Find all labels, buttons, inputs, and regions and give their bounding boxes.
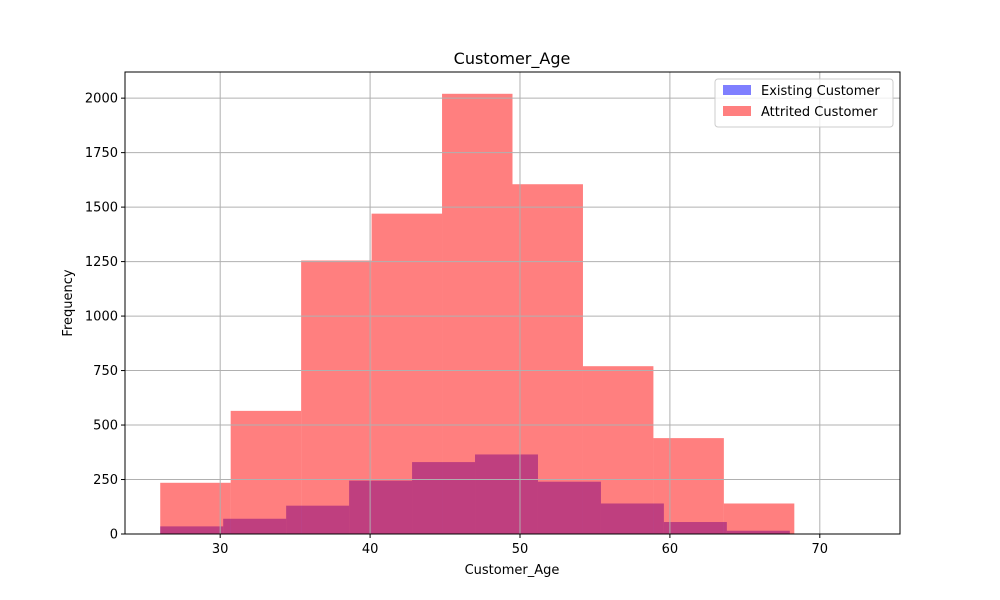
- ticks-layer: 30 40 50 60 70 0 250 500 750 1000 1250 1500 1750 2000: [85, 92, 828, 557]
- histogram-bar: [512, 184, 583, 534]
- histogram-bar: [160, 482, 231, 534]
- legend-label-attrited: Attrited Customer: [761, 105, 878, 120]
- x-tick-label: 30: [212, 542, 229, 557]
- x-tick-label: 50: [512, 542, 529, 557]
- histogram-bar: [582, 366, 654, 534]
- legend-swatch-attrited: [723, 106, 751, 116]
- histogram-bar: [371, 213, 443, 534]
- y-tick-label: 750: [93, 364, 118, 379]
- y-tick-label: 1000: [85, 310, 118, 325]
- histogram-bar: [442, 93, 513, 534]
- y-axis-label: Frequency: [61, 269, 76, 336]
- legend-box: [714, 78, 894, 128]
- x-tick-label: 40: [362, 542, 379, 557]
- series-attrited: [160, 93, 795, 534]
- y-tick-label: 500: [93, 419, 118, 434]
- y-tick-label: 0: [110, 528, 118, 543]
- x-axis-label: Customer_Age: [465, 563, 560, 578]
- histogram-bar: [723, 503, 795, 534]
- histogram-bar: [301, 260, 372, 534]
- y-tick-label: 2000: [85, 92, 118, 107]
- legend: Existing Customer Attrited Customer: [714, 78, 894, 128]
- plot-frame: [124, 71, 901, 535]
- y-tick-label: 1750: [85, 146, 118, 161]
- y-tick-label: 1500: [85, 201, 118, 216]
- y-tick-label: 1250: [85, 255, 118, 270]
- x-tick-label: 60: [662, 542, 679, 557]
- histogram-bar: [653, 438, 724, 534]
- legend-swatch-existing: [723, 85, 751, 95]
- bars-layer: [160, 93, 795, 534]
- x-tick-label: 70: [812, 542, 829, 557]
- chart-title: Customer_Age: [454, 49, 571, 69]
- histogram-bar: [230, 410, 302, 534]
- y-tick-label: 250: [93, 473, 118, 488]
- legend-label-existing: Existing Customer: [761, 84, 880, 99]
